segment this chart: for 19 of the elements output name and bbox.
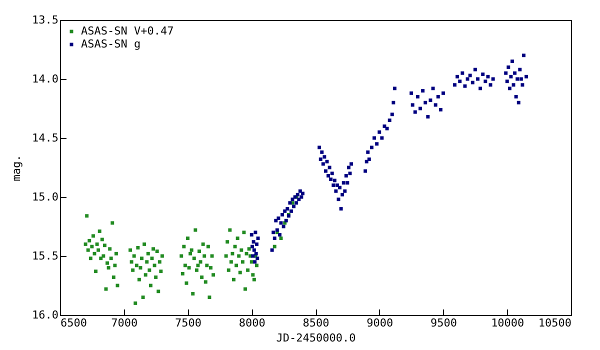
x-tick-label: 8500 bbox=[302, 316, 330, 330]
x-tick-label: 7000 bbox=[111, 316, 138, 330]
x-tick-label: 6500 bbox=[60, 316, 87, 330]
y-tick-label: 16.0 bbox=[32, 308, 58, 322]
x-tick-label: 8000 bbox=[238, 316, 266, 330]
y-tick-label: 13.5 bbox=[32, 14, 58, 26]
x-axis-title: JD-2450000.0 bbox=[276, 332, 356, 344]
y-tick-label: 15.0 bbox=[32, 190, 58, 204]
x-tick-label: 9000 bbox=[366, 316, 394, 330]
legend-label: ASAS-SN g bbox=[81, 38, 141, 50]
y-tick-label: 15.5 bbox=[32, 250, 58, 262]
legend-label: ASAS-SN V+0.47 bbox=[81, 24, 174, 38]
x-tick-label: 7500 bbox=[175, 316, 202, 330]
x-tick-label: 10500 bbox=[538, 316, 572, 330]
y-tick-label: 14.0 bbox=[32, 72, 58, 86]
x-tick-label: 9500 bbox=[430, 316, 457, 330]
x-tick-label: 10000 bbox=[491, 316, 524, 330]
y-tick-label: 14.5 bbox=[32, 132, 58, 144]
y-axis-title: mag. bbox=[10, 154, 24, 182]
